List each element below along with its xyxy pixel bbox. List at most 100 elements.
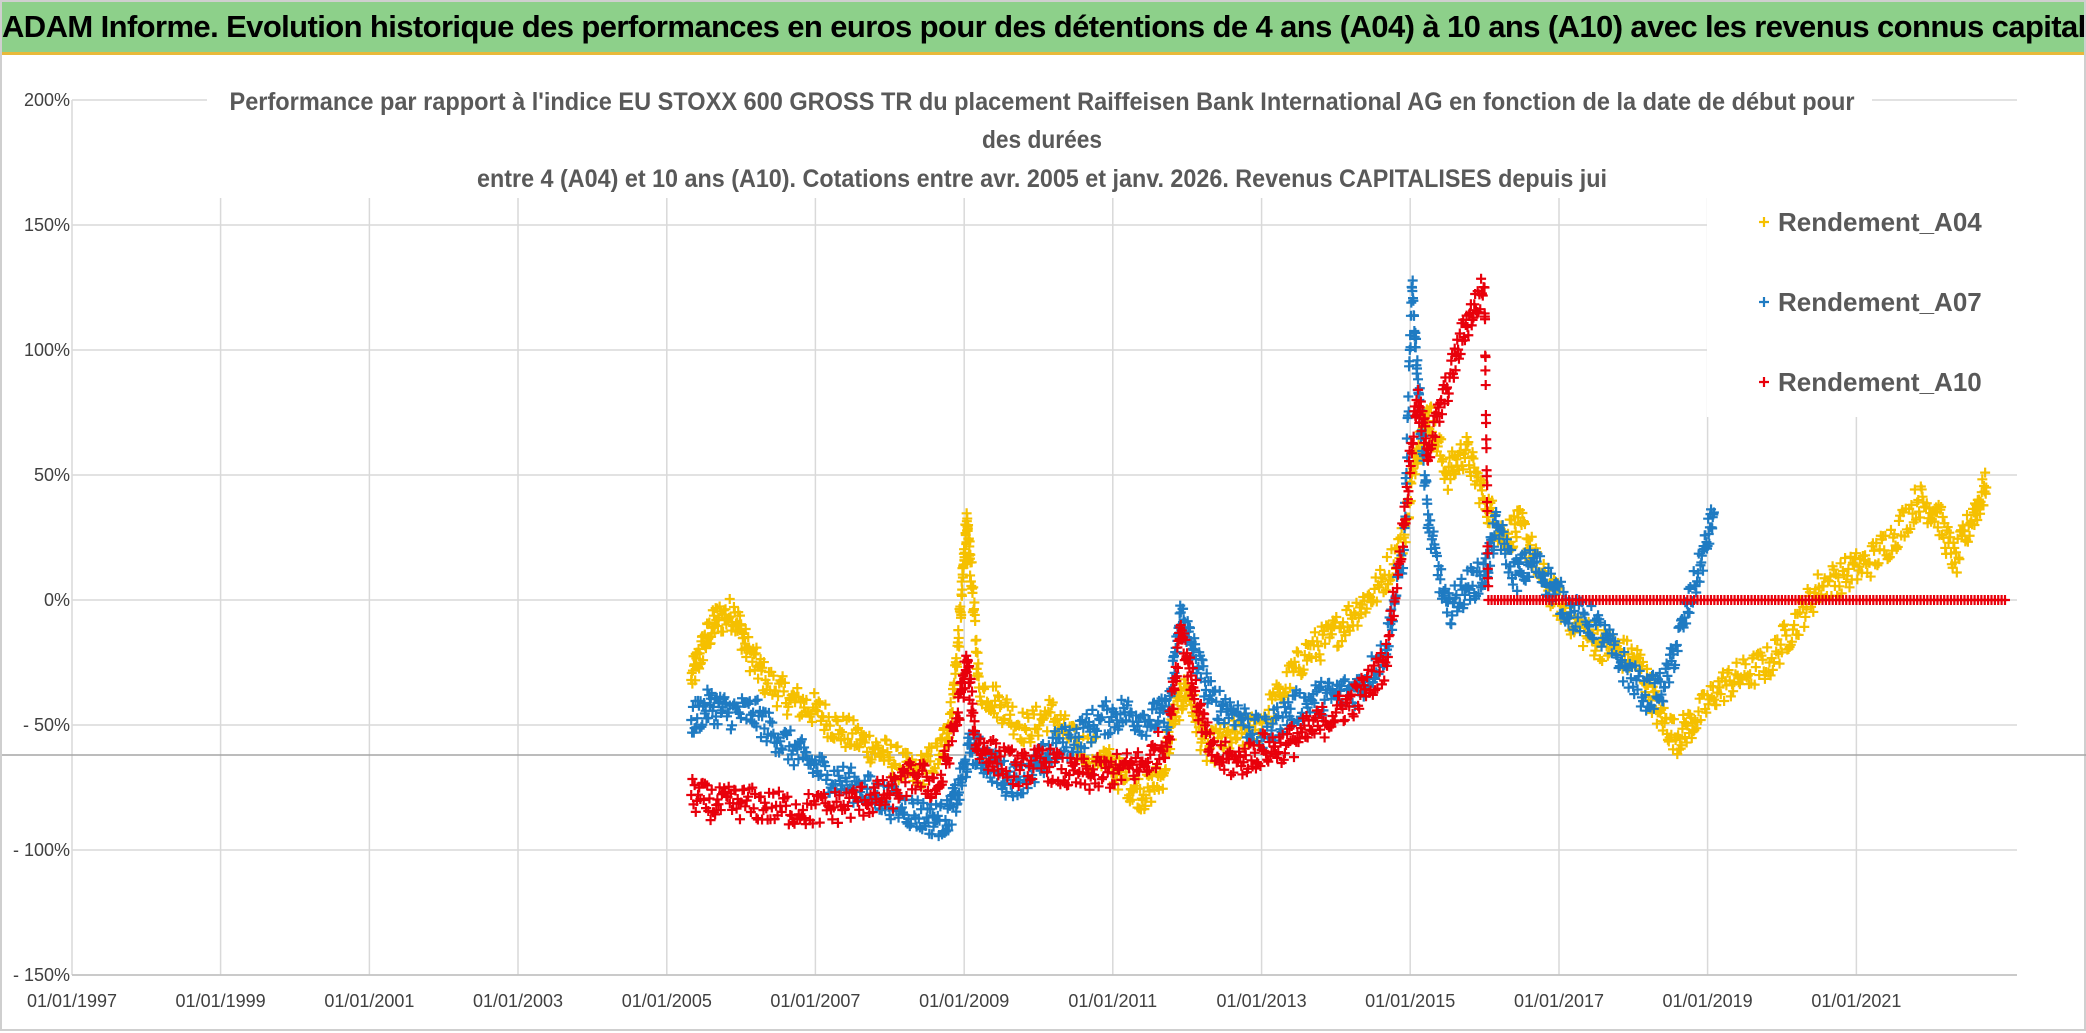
- data-point: [1503, 528, 1514, 539]
- data-point: [1685, 712, 1696, 723]
- data-point: [1387, 624, 1398, 635]
- data-point: [1317, 701, 1328, 712]
- data-point: [1482, 548, 1493, 559]
- data-point: [1731, 657, 1742, 668]
- data-point: [1212, 751, 1223, 762]
- data-point: [969, 716, 980, 727]
- data-point: [1852, 574, 1863, 585]
- data-point: [1007, 701, 1018, 712]
- data-point: [1132, 747, 1143, 758]
- data-point: [698, 697, 709, 708]
- data-point: [687, 665, 698, 676]
- data-point: [771, 701, 782, 712]
- data-point: [843, 768, 854, 779]
- data-point: [1149, 742, 1160, 753]
- data-point: [1632, 684, 1643, 695]
- data-point: [995, 751, 1006, 762]
- data-point: [1584, 621, 1595, 632]
- data-point: [1425, 452, 1436, 463]
- data-point: [1273, 711, 1284, 722]
- data-point: [1073, 731, 1084, 742]
- data-point: [1480, 380, 1491, 391]
- y-tick-label: 0%: [44, 590, 70, 610]
- x-tick-label: 01/01/2007: [770, 991, 860, 1011]
- data-point: [736, 619, 747, 630]
- data-point: [901, 791, 912, 802]
- data-point: [1148, 697, 1159, 708]
- data-point: [1833, 572, 1844, 583]
- data-point: [1936, 502, 1947, 513]
- data-point: [1475, 570, 1486, 581]
- data-point: [1430, 431, 1441, 442]
- data-point: [859, 775, 870, 786]
- data-point: [1425, 515, 1436, 526]
- data-point: [1108, 768, 1119, 779]
- data-point: [1080, 779, 1091, 790]
- data-point: [1519, 547, 1530, 558]
- data-point: [1759, 673, 1770, 684]
- data-point: [1096, 712, 1107, 723]
- data-point: [942, 753, 953, 764]
- data-point: [905, 760, 916, 771]
- data-point: [1681, 618, 1692, 629]
- data-point: [753, 673, 764, 684]
- data-point: [811, 759, 822, 770]
- data-point: [1481, 417, 1492, 428]
- data-point: [1980, 467, 1991, 478]
- data-point: [1239, 743, 1250, 754]
- data-point: [1719, 695, 1730, 706]
- data-point: [1480, 314, 1491, 325]
- legend-label: Rendement_A04: [1778, 207, 1982, 237]
- data-point: [1590, 645, 1601, 656]
- data-point: [715, 805, 726, 816]
- data-point: [1704, 538, 1715, 549]
- data-point: [708, 807, 719, 818]
- data-point: [833, 770, 844, 781]
- data-point: [1535, 551, 1546, 562]
- data-point: [727, 720, 738, 731]
- data-point: [1036, 763, 1047, 774]
- data-point: [703, 712, 714, 723]
- data-point: [1285, 703, 1296, 714]
- data-point: [954, 794, 965, 805]
- data-point: [1972, 514, 1983, 525]
- data-point: [1180, 634, 1191, 645]
- data-point: [1410, 469, 1421, 480]
- data-point: [807, 767, 818, 778]
- data-point: [1337, 703, 1348, 714]
- data-point: [1299, 720, 1310, 731]
- data-point: [1071, 723, 1082, 734]
- data-point: [712, 719, 723, 730]
- data-point: [1279, 748, 1290, 759]
- data-point: [763, 707, 774, 718]
- data-point: [882, 747, 893, 758]
- data-point: [992, 758, 1003, 769]
- data-point: [1339, 714, 1350, 725]
- data-point: [1434, 416, 1445, 427]
- data-point: [1047, 774, 1058, 785]
- data-point: [1946, 548, 1956, 559]
- data-point: [1273, 681, 1284, 692]
- data-point: [1415, 396, 1426, 407]
- x-axis-ticks: 01/01/1997 01/01/1999 01/01/2001 01/01/2003…: [27, 991, 1901, 1011]
- data-point: [1205, 728, 1216, 739]
- data-point: [1954, 554, 1965, 565]
- data-point: [1614, 644, 1625, 655]
- data-point: [1105, 728, 1116, 739]
- data-point: [1102, 767, 1113, 778]
- data-point: [732, 701, 743, 712]
- data-point: [1220, 736, 1231, 747]
- data-point: [953, 632, 964, 643]
- data-point: [1648, 703, 1659, 714]
- data-point: [1662, 670, 1673, 681]
- data-point: [1309, 627, 1320, 638]
- data-point: [1045, 743, 1056, 754]
- data-point: [821, 774, 832, 785]
- data-point: [767, 717, 778, 728]
- data-point: [1355, 690, 1366, 700]
- data-point: [1240, 708, 1251, 719]
- data-point: [1209, 736, 1219, 747]
- data-point: [881, 735, 892, 746]
- data-point: [1787, 624, 1798, 635]
- data-point: [1361, 603, 1372, 614]
